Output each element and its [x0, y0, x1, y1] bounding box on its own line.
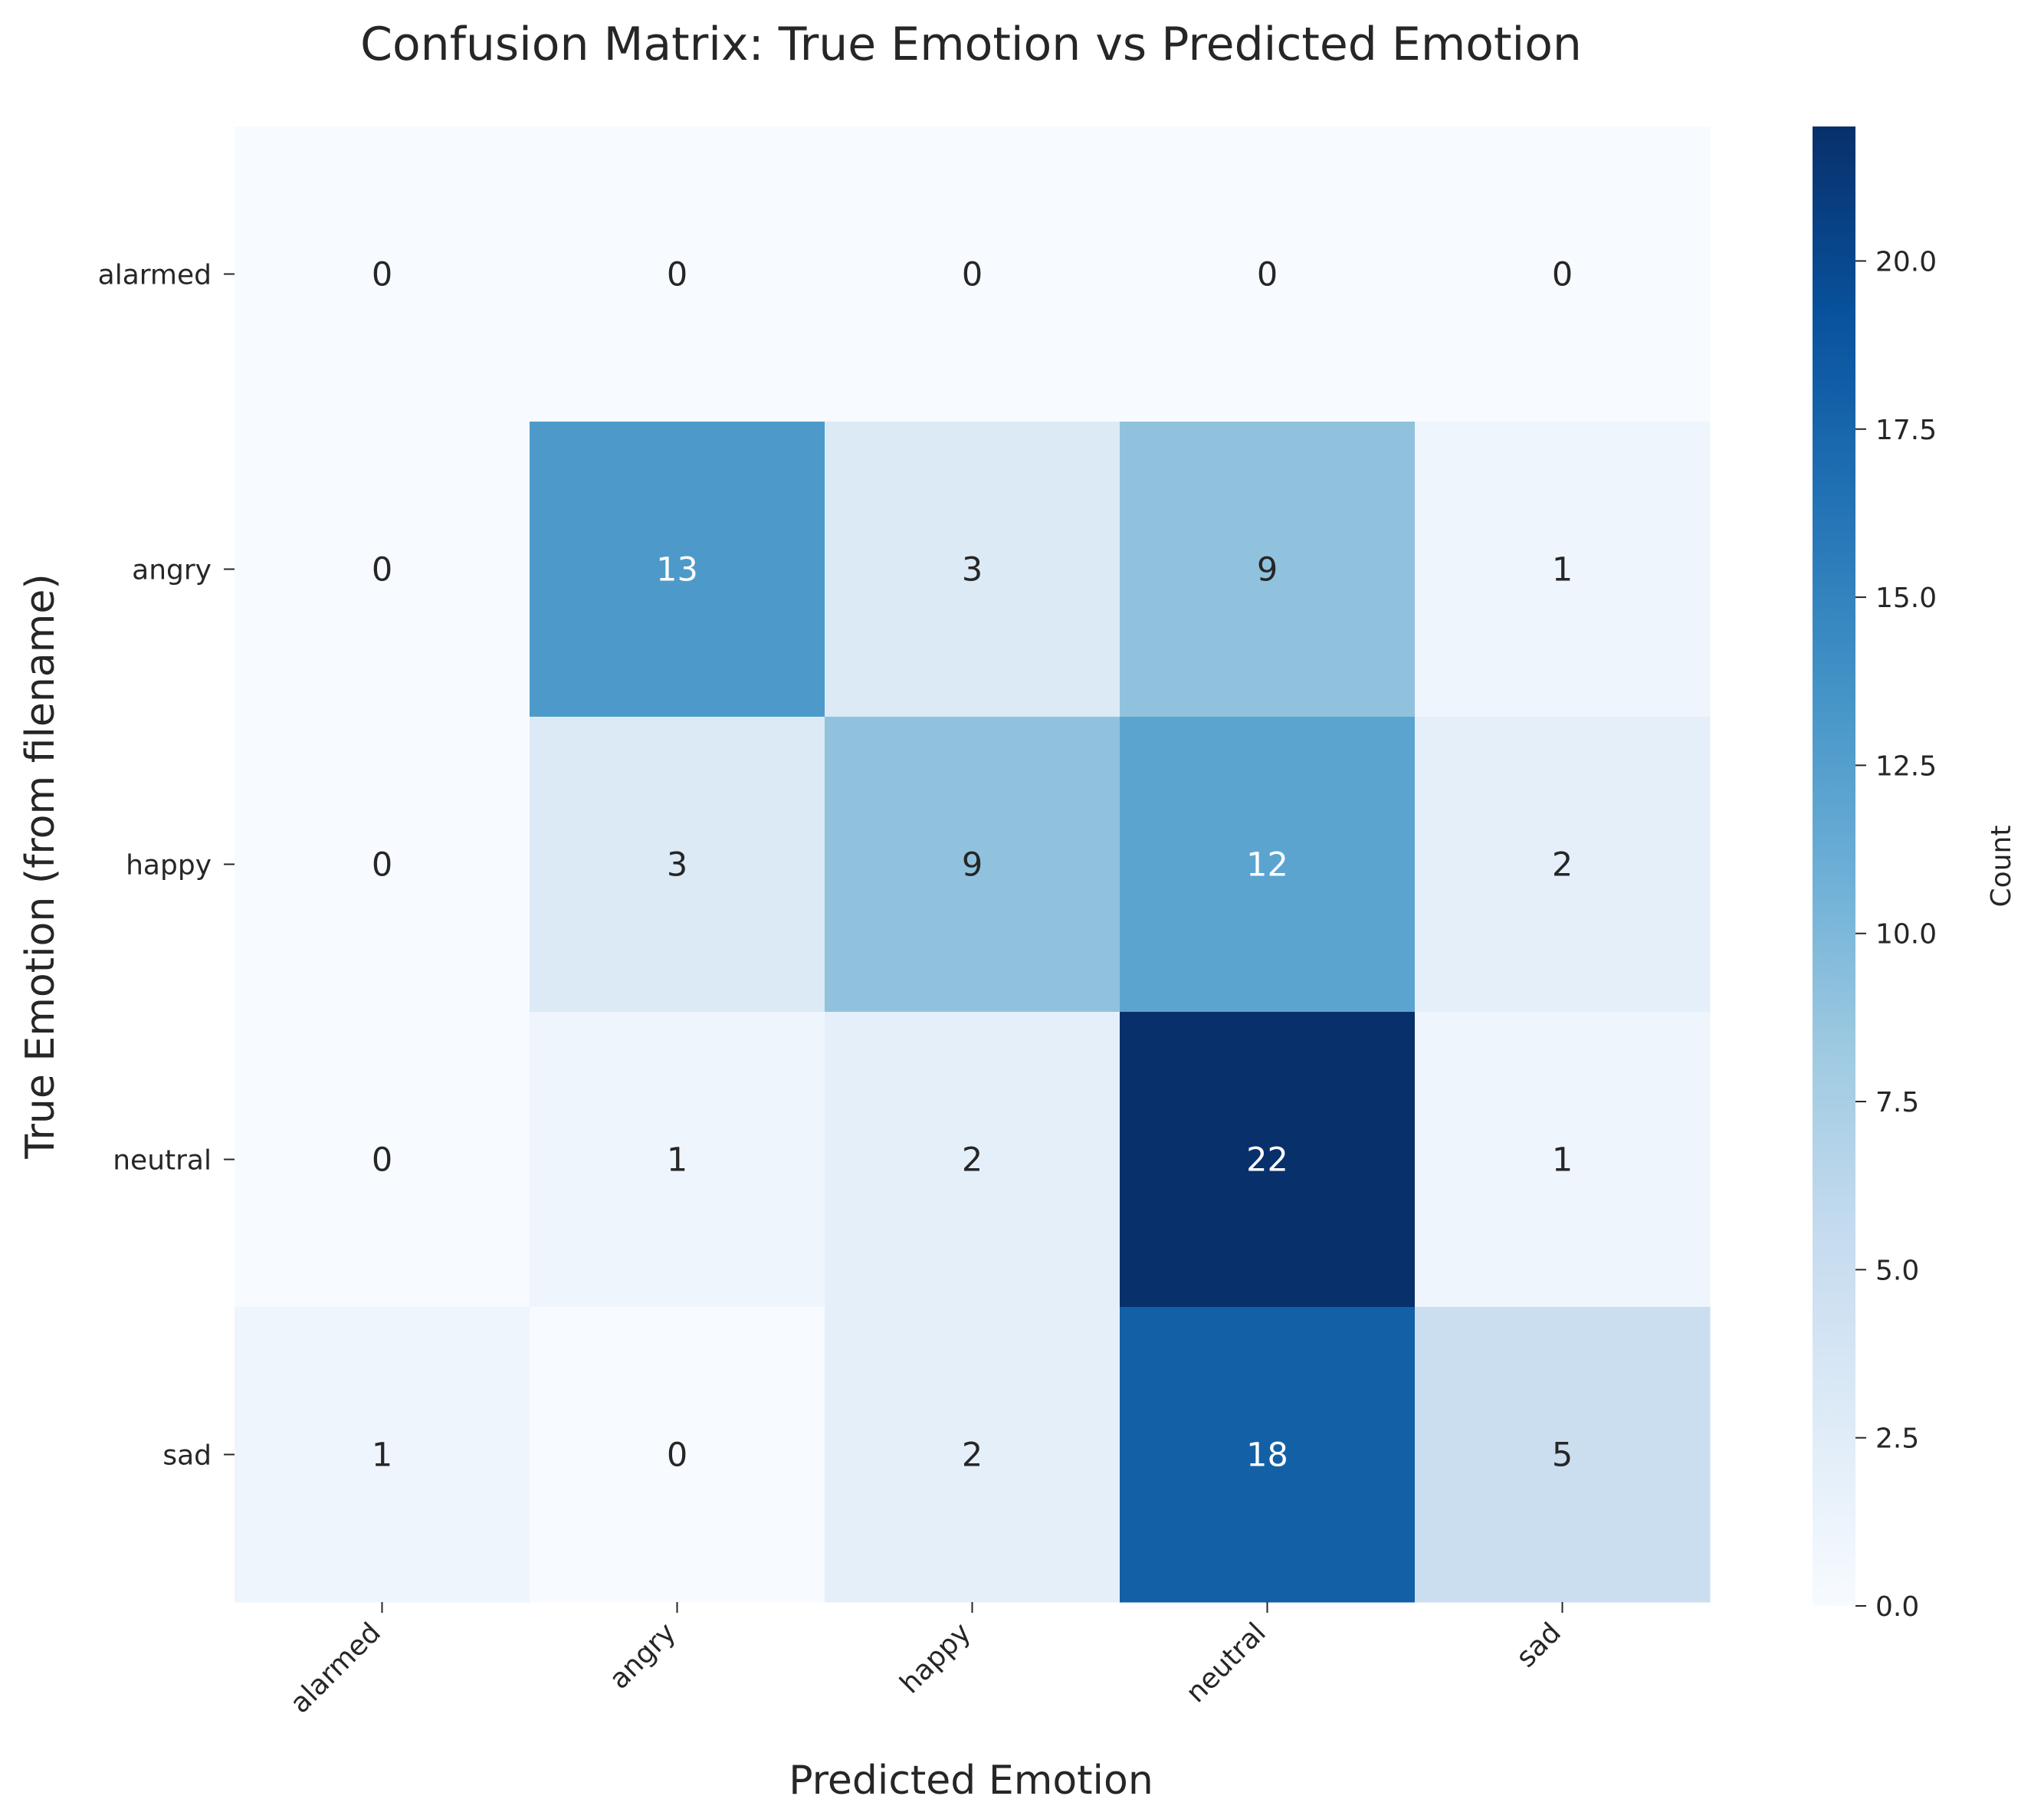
- colorbar: [1813, 126, 1855, 1606]
- heatmap-cell: [1415, 717, 1711, 1013]
- heatmap-cell: [235, 717, 530, 1013]
- cell-value-label: 5: [1552, 1436, 1573, 1475]
- colorbar-tick-label: 17.5: [1875, 415, 1937, 446]
- cell-value-label: 0: [372, 846, 392, 885]
- colorbar-tick-label: 5.0: [1875, 1255, 1919, 1286]
- colorbar-tick-label: 20.0: [1875, 246, 1937, 277]
- cell-value-label: 0: [667, 1436, 687, 1475]
- x-tick-label: neutral: [1180, 1617, 1272, 1709]
- heatmap-cell: [235, 126, 530, 422]
- heatmap-cell: [1120, 422, 1416, 717]
- cell-value-label: 3: [962, 551, 983, 589]
- cell-value-label: 1: [1552, 551, 1573, 589]
- heatmap-cell: [825, 1012, 1120, 1308]
- y-tick-label: happy: [126, 850, 212, 882]
- heatmap-cell: [530, 422, 825, 717]
- y-tick-label: neutral: [113, 1145, 212, 1177]
- heatmap-cell: [1415, 126, 1711, 422]
- heatmap-cell: [1120, 1307, 1416, 1603]
- cell-value-label: 3: [667, 846, 687, 885]
- heatmap-cell: [1415, 1307, 1711, 1603]
- cell-value-label: 0: [372, 256, 392, 294]
- heatmap-cell: [1120, 717, 1416, 1013]
- cell-value-label: 22: [1246, 1141, 1288, 1180]
- cell-value-label: 1: [667, 1141, 687, 1180]
- cell-value-label: 0: [667, 256, 687, 294]
- colorbar-tick-label: 15.0: [1875, 583, 1937, 614]
- heatmap-cells: [235, 126, 1711, 1603]
- heatmap-cell: [825, 422, 1120, 717]
- cell-value-label: 18: [1246, 1436, 1288, 1475]
- cell-value-label: 0: [1552, 256, 1573, 294]
- cell-value-label: 1: [1552, 1141, 1573, 1180]
- heatmap-cell-labels: 0 0 0 0 00 13 3 9 10 3 9 12 20 1 2 22 11 0 2 18 5: [372, 256, 1573, 1475]
- cell-value-label: 2: [1552, 846, 1573, 885]
- heatmap-cell: [1120, 1012, 1416, 1308]
- cell-value-label: 12: [1246, 846, 1288, 885]
- heatmap-cell: [530, 1012, 825, 1308]
- heatmap-cell: [1415, 1012, 1711, 1308]
- heatmap-cell: [235, 1012, 530, 1308]
- cell-value-label: 0: [962, 256, 983, 294]
- cell-value-label: 9: [1257, 551, 1278, 589]
- heatmap-cell: [1415, 422, 1711, 717]
- colorbar-tick-label: 10.0: [1875, 919, 1937, 951]
- heatmap-cell: [235, 422, 530, 717]
- x-tick-label: sad: [1511, 1617, 1567, 1673]
- cell-value-label: 9: [962, 846, 983, 885]
- colorbar-label: Count: [1986, 826, 2017, 908]
- y-tick-label: alarmed: [98, 260, 212, 291]
- y-tick-label: angry: [132, 555, 212, 586]
- heatmap-cell: [825, 126, 1120, 422]
- colorbar-ticks: 0.0 2.5 5.0 7.5 10.0 12.5 15.0 17.5 20.0: [1855, 246, 1937, 1623]
- cell-value-label: 0: [372, 1141, 392, 1180]
- heatmap-cell: [530, 717, 825, 1013]
- y-tick-label: sad: [162, 1440, 212, 1472]
- heatmap-cell: [825, 717, 1120, 1013]
- heatmap-cell: [530, 126, 825, 422]
- x-tick-label: alarmed: [284, 1617, 387, 1719]
- cell-value-label: 2: [962, 1436, 983, 1475]
- chart-title: Confusion Matrix: True Emotion vs Predic…: [360, 18, 1582, 71]
- cell-value-label: 0: [372, 551, 392, 589]
- colorbar-tick-label: 0.0: [1875, 1591, 1919, 1623]
- cell-value-label: 0: [1257, 256, 1278, 294]
- colorbar-tick-label: 2.5: [1875, 1423, 1919, 1455]
- x-tick-label: angry: [603, 1617, 681, 1695]
- colorbar-tick-label: 7.5: [1875, 1087, 1919, 1118]
- y-axis-title: True Emotion (from filename): [18, 573, 64, 1159]
- x-axis-ticks: alarmed angry happy neutral sad: [284, 1602, 1567, 1719]
- colorbar-tick-label: 12.5: [1875, 750, 1937, 782]
- cell-value-label: 1: [372, 1436, 392, 1475]
- x-tick-label: happy: [894, 1617, 977, 1699]
- x-axis-title: Predicted Emotion: [789, 1758, 1153, 1804]
- cell-value-label: 13: [656, 551, 698, 589]
- heatmap-cell: [530, 1307, 825, 1603]
- heatmap-cell: [235, 1307, 530, 1603]
- y-axis-ticks: alarmed angry happy neutral sad: [98, 260, 235, 1472]
- heatmap-cell: [825, 1307, 1120, 1603]
- cell-value-label: 2: [962, 1141, 983, 1180]
- heatmap-cell: [1120, 126, 1416, 422]
